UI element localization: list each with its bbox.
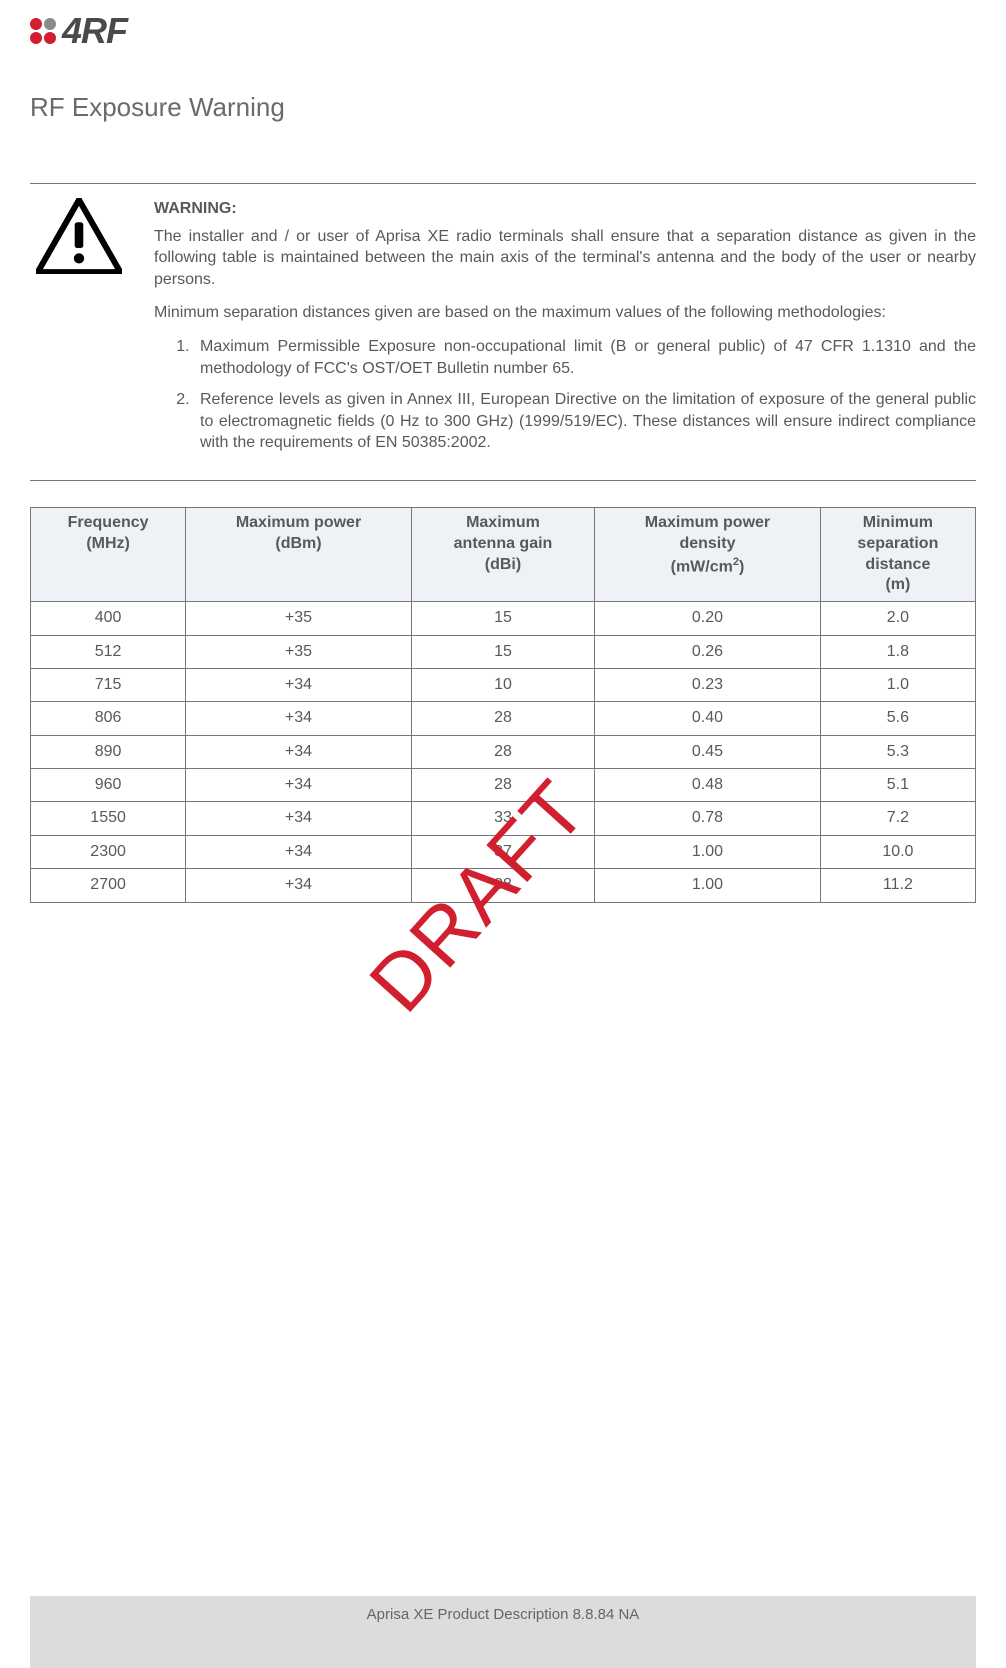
brand-text: 4RF: [62, 10, 127, 52]
table-cell: 960: [31, 769, 186, 802]
table-cell: 28: [411, 769, 594, 802]
warning-text-block: WARNING: The installer and / or user of …: [154, 198, 976, 464]
table-cell: 0.48: [595, 769, 821, 802]
table-cell: 1.0: [820, 668, 975, 701]
table-cell: +34: [186, 702, 412, 735]
table-cell: 2300: [31, 835, 186, 868]
table-cell: 2.0: [820, 602, 975, 635]
table-cell: +34: [186, 802, 412, 835]
col-header-frequency: Frequency(MHz): [31, 507, 186, 601]
footer-text: Aprisa XE Product Description 8.8.84 NA: [30, 1596, 976, 1668]
table-cell: 10: [411, 668, 594, 701]
table-row: 2700+34381.0011.2: [31, 869, 976, 902]
table-cell: 0.78: [595, 802, 821, 835]
warning-para-1: The installer and / or user of Aprisa XE…: [154, 226, 976, 291]
table-cell: 2700: [31, 869, 186, 902]
table-cell: +34: [186, 869, 412, 902]
table-cell: 0.20: [595, 602, 821, 635]
table-cell: +35: [186, 602, 412, 635]
warning-para-2: Minimum separation distances given are b…: [154, 302, 976, 324]
warning-box: WARNING: The installer and / or user of …: [30, 183, 976, 481]
table-cell: 1.8: [820, 635, 975, 668]
table-cell: 10.0: [820, 835, 975, 868]
table-cell: 5.3: [820, 735, 975, 768]
table-row: 890+34280.455.3: [31, 735, 976, 768]
table-cell: 7.2: [820, 802, 975, 835]
table-cell: 400: [31, 602, 186, 635]
table-cell: 1550: [31, 802, 186, 835]
table-cell: 11.2: [820, 869, 975, 902]
table-cell: 15: [411, 602, 594, 635]
col-header-antenna-gain: Maximumantenna gain(dBi): [411, 507, 594, 601]
page-footer: Aprisa XE Product Description 8.8.84 NA: [0, 1596, 1006, 1668]
table-cell: 38: [411, 869, 594, 902]
table-cell: +34: [186, 735, 412, 768]
table-row: 512+35150.261.8: [31, 635, 976, 668]
exposure-table: Frequency(MHz) Maximum power(dBm) Maximu…: [30, 507, 976, 903]
warning-icon: [30, 198, 130, 464]
table-cell: +35: [186, 635, 412, 668]
table-cell: +34: [186, 835, 412, 868]
warning-title: WARNING:: [154, 198, 976, 220]
table-row: 2300+34371.0010.0: [31, 835, 976, 868]
warning-list: Maximum Permissible Exposure non-occupat…: [154, 336, 976, 454]
table-cell: +34: [186, 769, 412, 802]
table-cell: 715: [31, 668, 186, 701]
table-cell: 512: [31, 635, 186, 668]
table-cell: 37: [411, 835, 594, 868]
table-cell: 5.6: [820, 702, 975, 735]
col-header-power-density: Maximum powerdensity(mW/cm2): [595, 507, 821, 601]
table-cell: 33: [411, 802, 594, 835]
table-cell: 1.00: [595, 869, 821, 902]
table-cell: 5.1: [820, 769, 975, 802]
table-row: 400+35150.202.0: [31, 602, 976, 635]
table-cell: 1.00: [595, 835, 821, 868]
table-row: 806+34280.405.6: [31, 702, 976, 735]
warning-list-item: Maximum Permissible Exposure non-occupat…: [194, 336, 976, 379]
table-cell: 0.45: [595, 735, 821, 768]
table-row: 1550+34330.787.2: [31, 802, 976, 835]
table-cell: 0.40: [595, 702, 821, 735]
table-cell: +34: [186, 668, 412, 701]
table-cell: 806: [31, 702, 186, 735]
table-cell: 0.26: [595, 635, 821, 668]
table-cell: 15: [411, 635, 594, 668]
col-header-separation-distance: Minimumseparationdistance(m): [820, 507, 975, 601]
table-cell: 890: [31, 735, 186, 768]
page-title: RF Exposure Warning: [30, 92, 976, 123]
table-row: 960+34280.485.1: [31, 769, 976, 802]
logo-dots-icon: [30, 18, 56, 44]
table-row: 715+34100.231.0: [31, 668, 976, 701]
col-header-max-power: Maximum power(dBm): [186, 507, 412, 601]
header-logo: 4RF: [30, 10, 976, 52]
table-cell: 0.23: [595, 668, 821, 701]
table-cell: 28: [411, 735, 594, 768]
warning-list-item: Reference levels as given in Annex III, …: [194, 389, 976, 454]
table-cell: 28: [411, 702, 594, 735]
